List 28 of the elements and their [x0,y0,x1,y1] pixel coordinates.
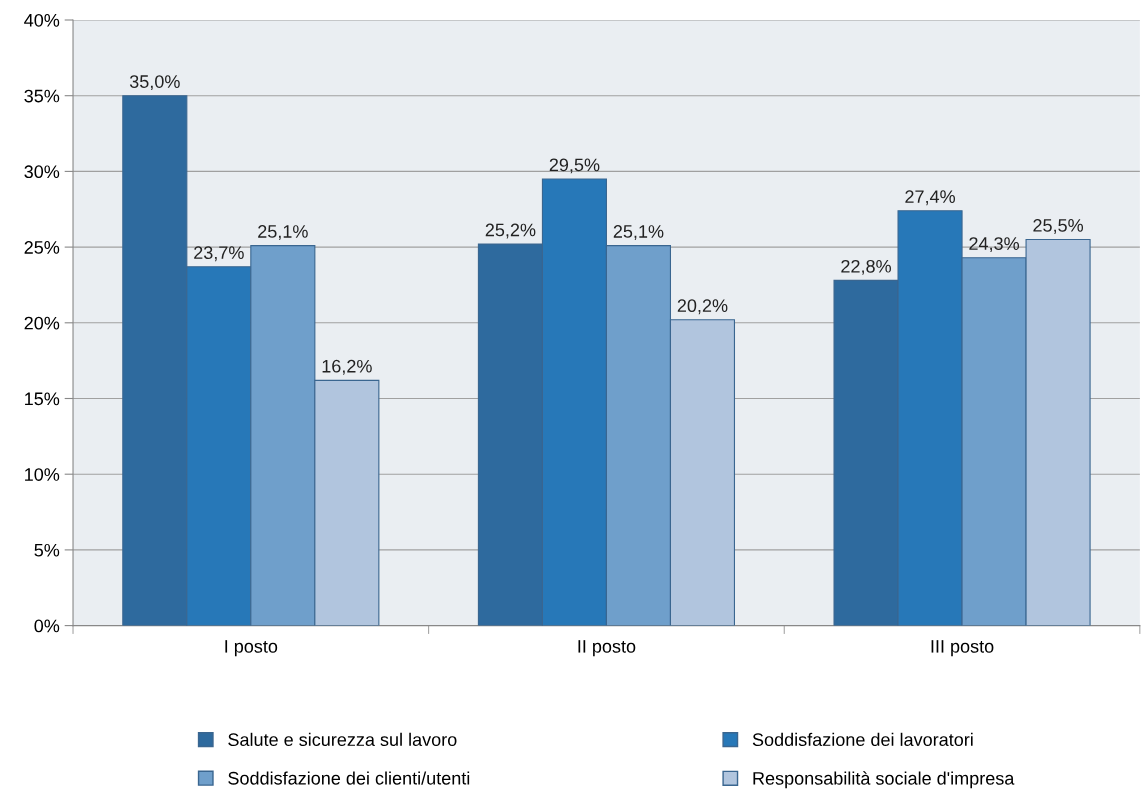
legend-label: Soddisfazione dei clienti/utenti [228,771,470,785]
data-label: 25,1% [613,225,664,240]
legend-label: Soddisfazione dei lavoratori [752,732,973,747]
y-tick-label: 10% [25,468,60,481]
y-tick-label: 30% [24,165,60,179]
x-tick-label: I posto [225,640,278,657]
y-tick-label: 20% [24,316,60,330]
data-label: 35,0% [129,75,180,91]
data-label: 25,2% [485,223,536,239]
legend-label: Salute e sicurezza sul lavoro [228,732,457,747]
data-label: 25,5% [1033,219,1084,234]
data-label: 20,2% [677,299,728,315]
y-tick-label: 40% [24,13,60,27]
data-label: 27,4% [905,190,956,206]
legend-label: Responsabilità sociale d'impresa [753,771,1015,789]
y-tick-label: 15% [25,392,60,406]
data-label: 22,8% [841,259,891,275]
x-tick-label: III posto [931,640,994,657]
x-tick-label: II posto [578,640,636,657]
data-label: 16,2% [322,359,372,375]
y-tick-label: 35% [24,89,60,103]
data-label: 24,3% [969,237,1020,253]
data-label: 23,7% [194,246,244,262]
y-tick-label: 25% [24,241,60,254]
data-label: 25,1% [258,225,308,240]
y-tick-label: 5% [34,543,60,557]
data-label: 29,5% [549,158,600,174]
y-tick-label: 0% [34,619,60,633]
